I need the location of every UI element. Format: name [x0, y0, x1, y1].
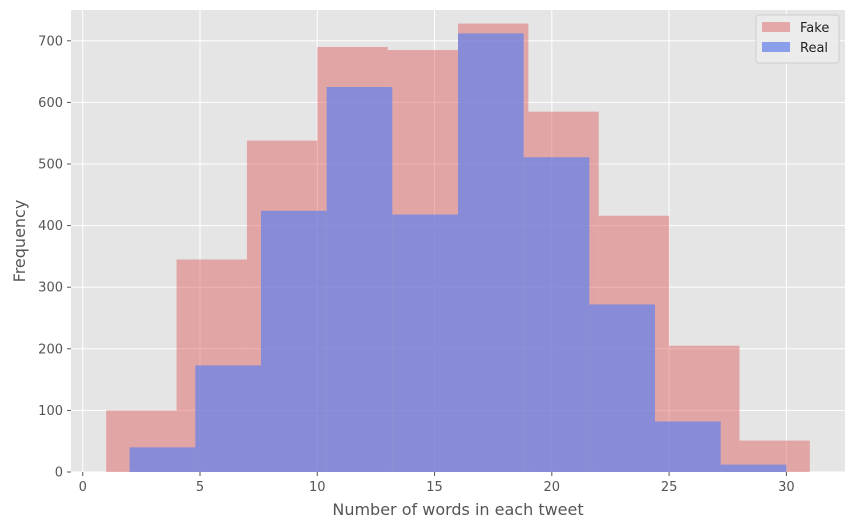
x-tick-label: 10: [309, 480, 326, 495]
legend-swatch-fake: [762, 22, 790, 32]
real-bar: [195, 365, 261, 472]
real-bar: [458, 33, 524, 473]
bars: [106, 23, 810, 473]
real-bar: [589, 304, 656, 472]
x-axis-label: Number of words in each tweet: [332, 500, 583, 519]
y-tick-label: 500: [38, 158, 63, 173]
y-tick-label: 300: [38, 281, 63, 296]
y-tick-label: 200: [38, 342, 63, 357]
x-tick-label: 15: [426, 480, 443, 495]
x-tick-label: 0: [79, 480, 87, 495]
y-tick-label: 0: [55, 466, 63, 481]
real-bar: [523, 157, 590, 472]
legend-label-real: Real: [800, 41, 828, 56]
real-bar: [720, 464, 787, 472]
real-bar: [129, 447, 196, 472]
x-tick-label: 5: [196, 480, 204, 495]
y-axis-label: Frequency: [10, 200, 29, 283]
y-axis-ticks: 0 100 200 300 400 500 600 700: [38, 34, 71, 481]
y-tick-label: 700: [38, 34, 63, 49]
legend-label-fake: Fake: [800, 21, 829, 36]
x-tick-label: 30: [778, 480, 795, 495]
y-tick-label: 600: [38, 96, 63, 111]
real-bar: [326, 87, 393, 472]
x-tick-label: 20: [544, 480, 561, 495]
legend: Fake Real: [755, 14, 840, 64]
y-tick-label: 100: [38, 404, 63, 419]
series-real: [129, 33, 787, 473]
real-bar: [655, 421, 721, 472]
x-axis-ticks: 0 5 10 15 20 25 30: [79, 472, 795, 495]
real-bar: [392, 214, 458, 472]
y-tick-label: 400: [38, 219, 63, 234]
legend-swatch-real: [762, 42, 790, 52]
x-tick-label: 25: [661, 480, 678, 495]
real-bar: [260, 210, 327, 473]
